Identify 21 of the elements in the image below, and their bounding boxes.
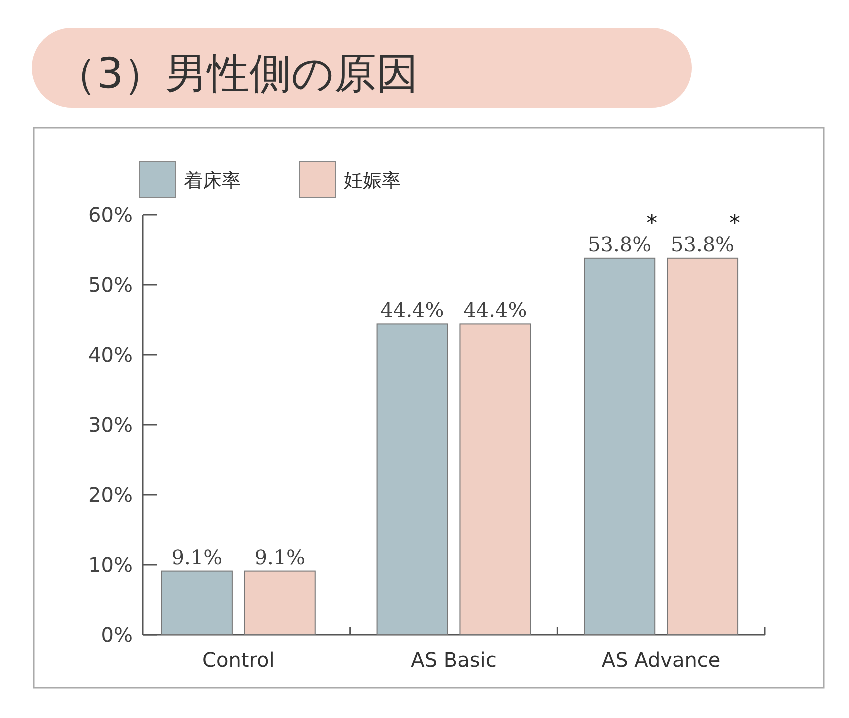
data-label: 44.4% [464, 298, 528, 322]
bar [584, 258, 656, 636]
chart-title: （3）男性側の原因 [55, 49, 419, 98]
y-tick-label: 10% [88, 553, 133, 577]
bar [667, 258, 739, 636]
y-tick-label: 30% [88, 413, 133, 437]
data-label: 44.4% [380, 298, 444, 322]
data-label: 9.1% [172, 545, 223, 570]
y-tick-label: 40% [88, 343, 133, 367]
y-tick-label: 60% [88, 203, 133, 227]
y-tick-label: 50% [88, 273, 133, 297]
x-tick-label: AS Advance [602, 648, 721, 672]
data-label: 9.1% [254, 545, 306, 570]
bar [161, 570, 233, 636]
y-tick-label: 0% [101, 623, 133, 647]
y-tick-label: 20% [88, 483, 133, 507]
legend-label: 妊娠率 [344, 170, 401, 192]
bar [244, 570, 316, 636]
legend-label: 着床率 [184, 170, 241, 192]
x-tick-label: Control [202, 648, 275, 672]
x-tick-label: AS Basic [411, 648, 497, 672]
